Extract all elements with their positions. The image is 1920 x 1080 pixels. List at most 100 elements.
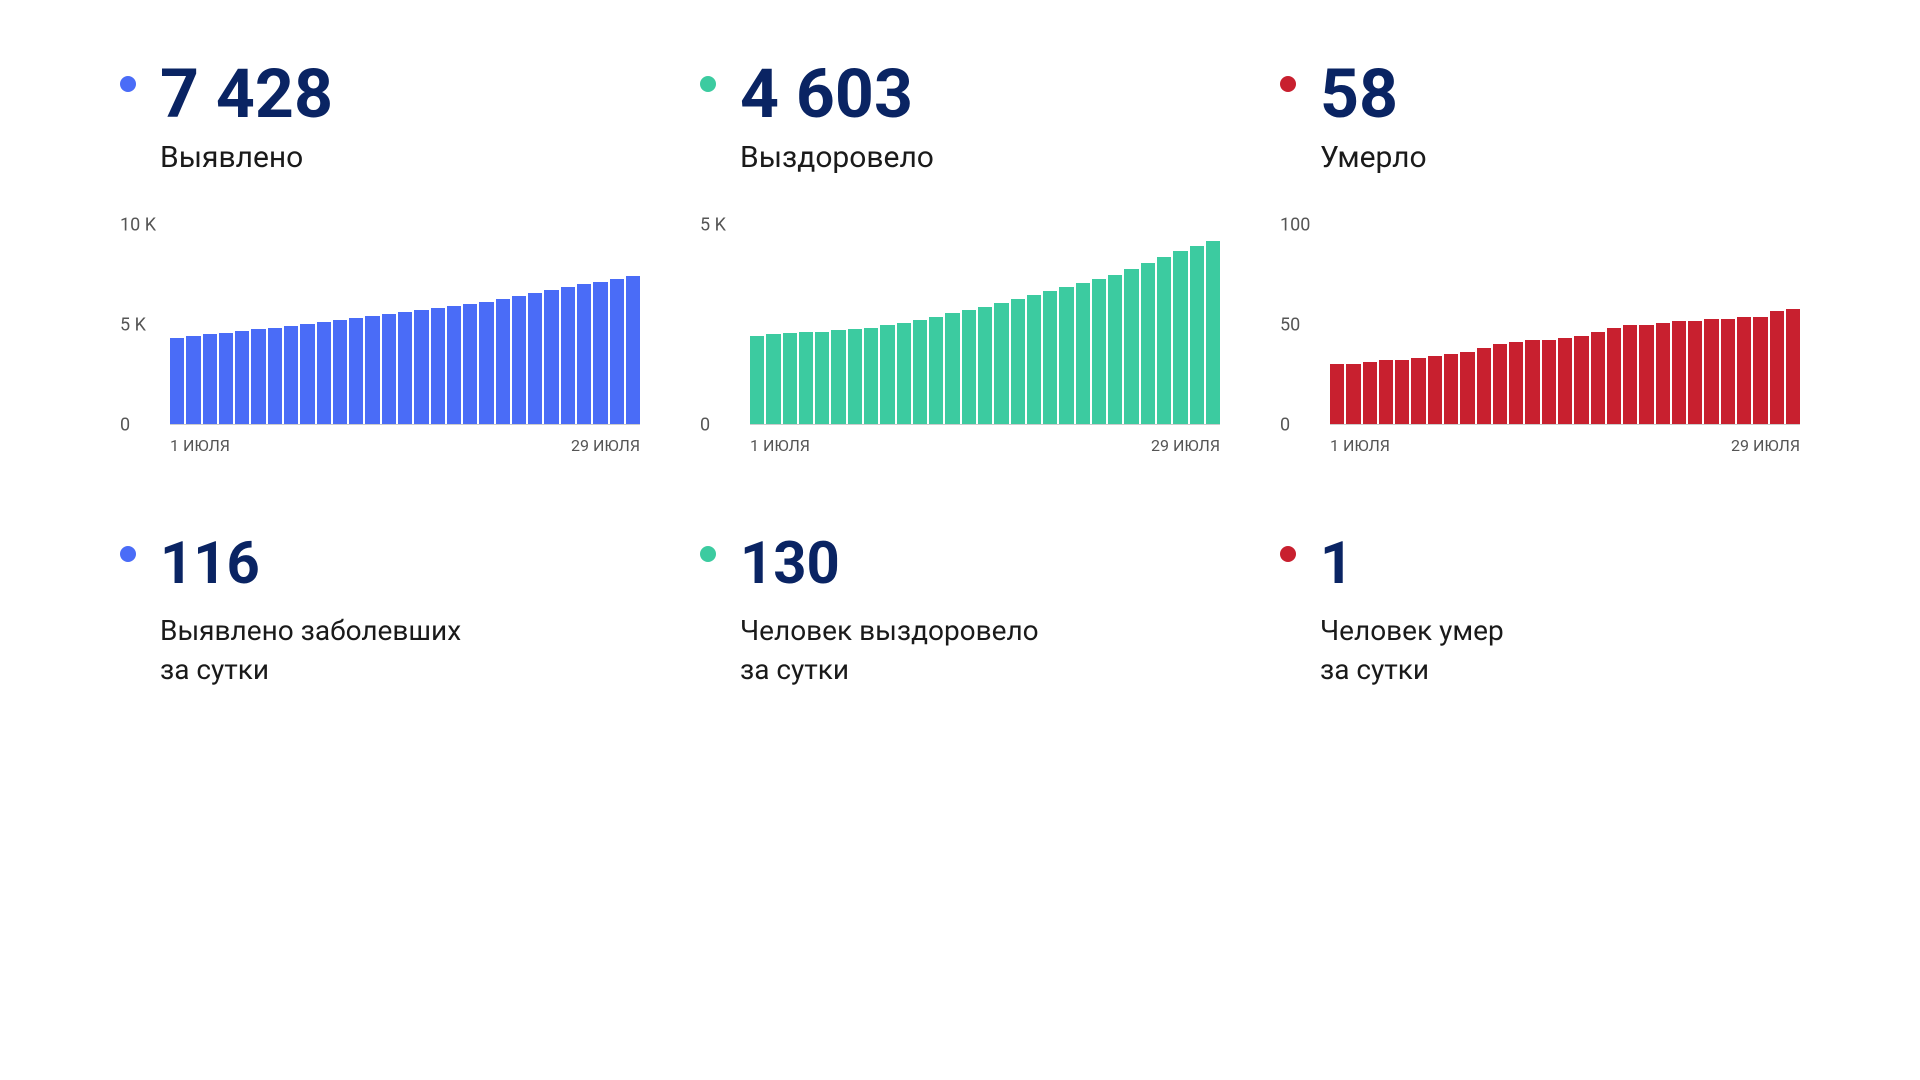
chart-bar	[880, 325, 894, 424]
chart-bar	[864, 328, 878, 424]
dot-icon	[120, 76, 136, 92]
daily-label: Человек умерза сутки	[1320, 611, 1800, 689]
daily-header: 130	[700, 535, 1220, 593]
chart-bar	[170, 338, 184, 424]
x-end-label: 29 ИЮЛЯ	[1151, 436, 1220, 455]
chart-bar	[561, 287, 575, 424]
chart-confirmed: 10 K5 K0 1 ИЮЛЯ 29 ИЮЛЯ	[120, 225, 640, 455]
chart-x-axis: 1 ИЮЛЯ 29 ИЮЛЯ	[750, 436, 1220, 455]
chart-bar	[1688, 321, 1702, 424]
chart-bar	[1493, 344, 1507, 424]
y-tick-label: 100	[1280, 215, 1310, 236]
chart-bar	[1477, 348, 1491, 424]
stat-header: 7 428	[120, 60, 640, 128]
chart-bar	[1737, 317, 1751, 424]
y-tick-label: 0	[120, 415, 130, 436]
chart-bar	[1460, 352, 1474, 424]
chart-bar	[1704, 319, 1718, 424]
stat-label: Выявлено	[160, 140, 640, 175]
chart-bar	[496, 299, 510, 424]
daily-value: 130	[740, 535, 840, 593]
chart-bar	[1043, 291, 1057, 424]
chart-bar	[945, 313, 959, 424]
chart-bars	[1330, 225, 1800, 425]
daily-header: 116	[120, 535, 640, 593]
chart-bar	[1027, 295, 1041, 424]
daily-header: 1	[1280, 535, 1800, 593]
chart-bar	[544, 290, 558, 424]
chart-bar	[398, 312, 412, 424]
chart-bar	[463, 304, 477, 424]
chart-x-axis: 1 ИЮЛЯ 29 ИЮЛЯ	[170, 436, 640, 455]
chart-bar	[186, 336, 200, 424]
dashboard: 7 428 Выявлено 10 K5 K0 1 ИЮЛЯ 29 ИЮЛЯ 4…	[120, 60, 1800, 689]
daily-label: Человек выздоровелоза сутки	[740, 611, 1220, 689]
chart-bar	[1363, 362, 1377, 424]
stat-card-deaths: 58 Умерло 100500 1 ИЮЛЯ 29 ИЮЛЯ	[1280, 60, 1800, 455]
chart-bar	[1770, 311, 1784, 424]
chart-bar	[962, 310, 976, 424]
chart-bar	[349, 318, 363, 424]
chart-bar	[1607, 328, 1621, 424]
chart-bar	[1542, 340, 1556, 424]
chart-bar	[365, 316, 379, 424]
chart-bar	[848, 329, 862, 424]
dot-icon	[700, 546, 716, 562]
chart-bar	[284, 326, 298, 425]
chart-bar	[1591, 332, 1605, 424]
y-tick-label: 50	[1280, 315, 1300, 336]
x-start-label: 1 ИЮЛЯ	[170, 436, 230, 455]
chart-bars	[750, 225, 1220, 425]
chart-bar	[1574, 336, 1588, 424]
chart-bar	[577, 284, 591, 424]
chart-bar	[414, 310, 428, 424]
daily-value: 116	[160, 535, 260, 593]
chart-bar	[610, 279, 624, 424]
y-tick-label: 5 K	[700, 215, 726, 236]
chart-y-axis: 100500	[1280, 225, 1322, 425]
dot-icon	[120, 546, 136, 562]
stat-value: 58	[1320, 60, 1398, 128]
chart-bar	[1076, 283, 1090, 424]
chart-bar	[528, 293, 542, 424]
chart-bar	[1656, 323, 1670, 424]
y-tick-label: 0	[1280, 415, 1290, 436]
chart-bar	[1206, 241, 1220, 424]
stat-header: 58	[1280, 60, 1800, 128]
x-start-label: 1 ИЮЛЯ	[750, 436, 810, 455]
x-end-label: 29 ИЮЛЯ	[1731, 436, 1800, 455]
stat-card-confirmed: 7 428 Выявлено 10 K5 K0 1 ИЮЛЯ 29 ИЮЛЯ	[120, 60, 640, 455]
chart-bar	[1330, 364, 1344, 424]
chart-bar	[1721, 319, 1735, 424]
chart-bar	[219, 333, 233, 424]
stat-value: 4 603	[740, 60, 913, 128]
chart-bar	[593, 282, 607, 424]
chart-bar	[512, 296, 526, 424]
chart-bar	[1157, 257, 1171, 424]
chart-bar	[750, 336, 764, 424]
chart-bar	[251, 329, 265, 424]
chart-bar	[1108, 275, 1122, 424]
chart-bar	[1092, 279, 1106, 424]
chart-bar	[317, 322, 331, 424]
chart-bar	[1525, 340, 1539, 424]
chart-bar	[431, 308, 445, 424]
chart-bar	[1428, 356, 1442, 424]
chart-bar	[1672, 321, 1686, 424]
chart-bar	[479, 302, 493, 424]
chart-bar	[1379, 360, 1393, 424]
chart-bar	[1141, 263, 1155, 424]
y-tick-label: 5 K	[120, 315, 146, 336]
chart-bar	[268, 328, 282, 425]
chart-bar	[831, 330, 845, 424]
chart-bar	[1411, 358, 1425, 424]
chart-bar	[1509, 342, 1523, 424]
daily-label: Выявлено заболевшихза сутки	[160, 611, 640, 689]
dot-icon	[700, 76, 716, 92]
chart-bar	[203, 334, 217, 424]
daily-value: 1	[1320, 535, 1353, 593]
chart-bar	[1059, 287, 1073, 424]
dot-icon	[1280, 546, 1296, 562]
daily-card-recovered: 130 Человек выздоровелоза сутки	[700, 535, 1220, 689]
chart-bar	[1444, 354, 1458, 424]
